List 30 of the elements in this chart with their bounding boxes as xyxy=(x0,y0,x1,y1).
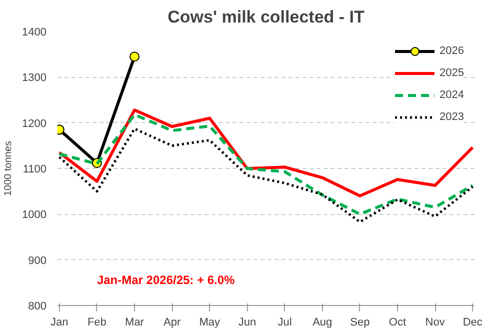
x-tick-label: Sep xyxy=(350,316,370,328)
x-tick-label: Mar xyxy=(125,316,144,328)
legend-label: 2023 xyxy=(440,111,464,123)
annotation: Jan-Mar 2026/25: + 6.0% xyxy=(96,273,236,288)
x-tick-label: Jul xyxy=(278,316,292,328)
point xyxy=(130,52,140,62)
y-tick-label: 1300 xyxy=(22,72,47,84)
x-tick-label: Dec xyxy=(462,316,483,328)
x-tick-label: Oct xyxy=(388,316,406,328)
x-tick-label: Jan xyxy=(50,316,68,328)
y-axis-title: 1000 tonnes xyxy=(3,140,14,196)
x-tick-label: Nov xyxy=(425,316,446,328)
legend-label: 2025 xyxy=(440,67,464,79)
y-tick-label: 1200 xyxy=(22,118,47,130)
line-series xyxy=(58,128,474,224)
x-tick-label: Feb xyxy=(87,316,106,328)
line-series xyxy=(58,108,474,198)
y-tick-label: 1100 xyxy=(22,164,46,176)
x-tick-label: Aug xyxy=(312,316,332,328)
line-series xyxy=(58,113,474,216)
x-tick-label: Apr xyxy=(164,316,181,328)
y-tick-label: 1400 xyxy=(22,26,47,38)
y-tick-label: 1000 xyxy=(22,209,47,222)
x-tick-label: Jun xyxy=(238,316,256,328)
y-tick-label: 800 xyxy=(28,300,47,312)
legend-label: 2026 xyxy=(440,45,464,57)
y-tick-label: 900 xyxy=(28,254,47,267)
x-tick-label: May xyxy=(199,316,221,328)
legend-label: 2024 xyxy=(440,89,464,101)
chart-title: Cows' milk collected - IT xyxy=(168,8,365,26)
